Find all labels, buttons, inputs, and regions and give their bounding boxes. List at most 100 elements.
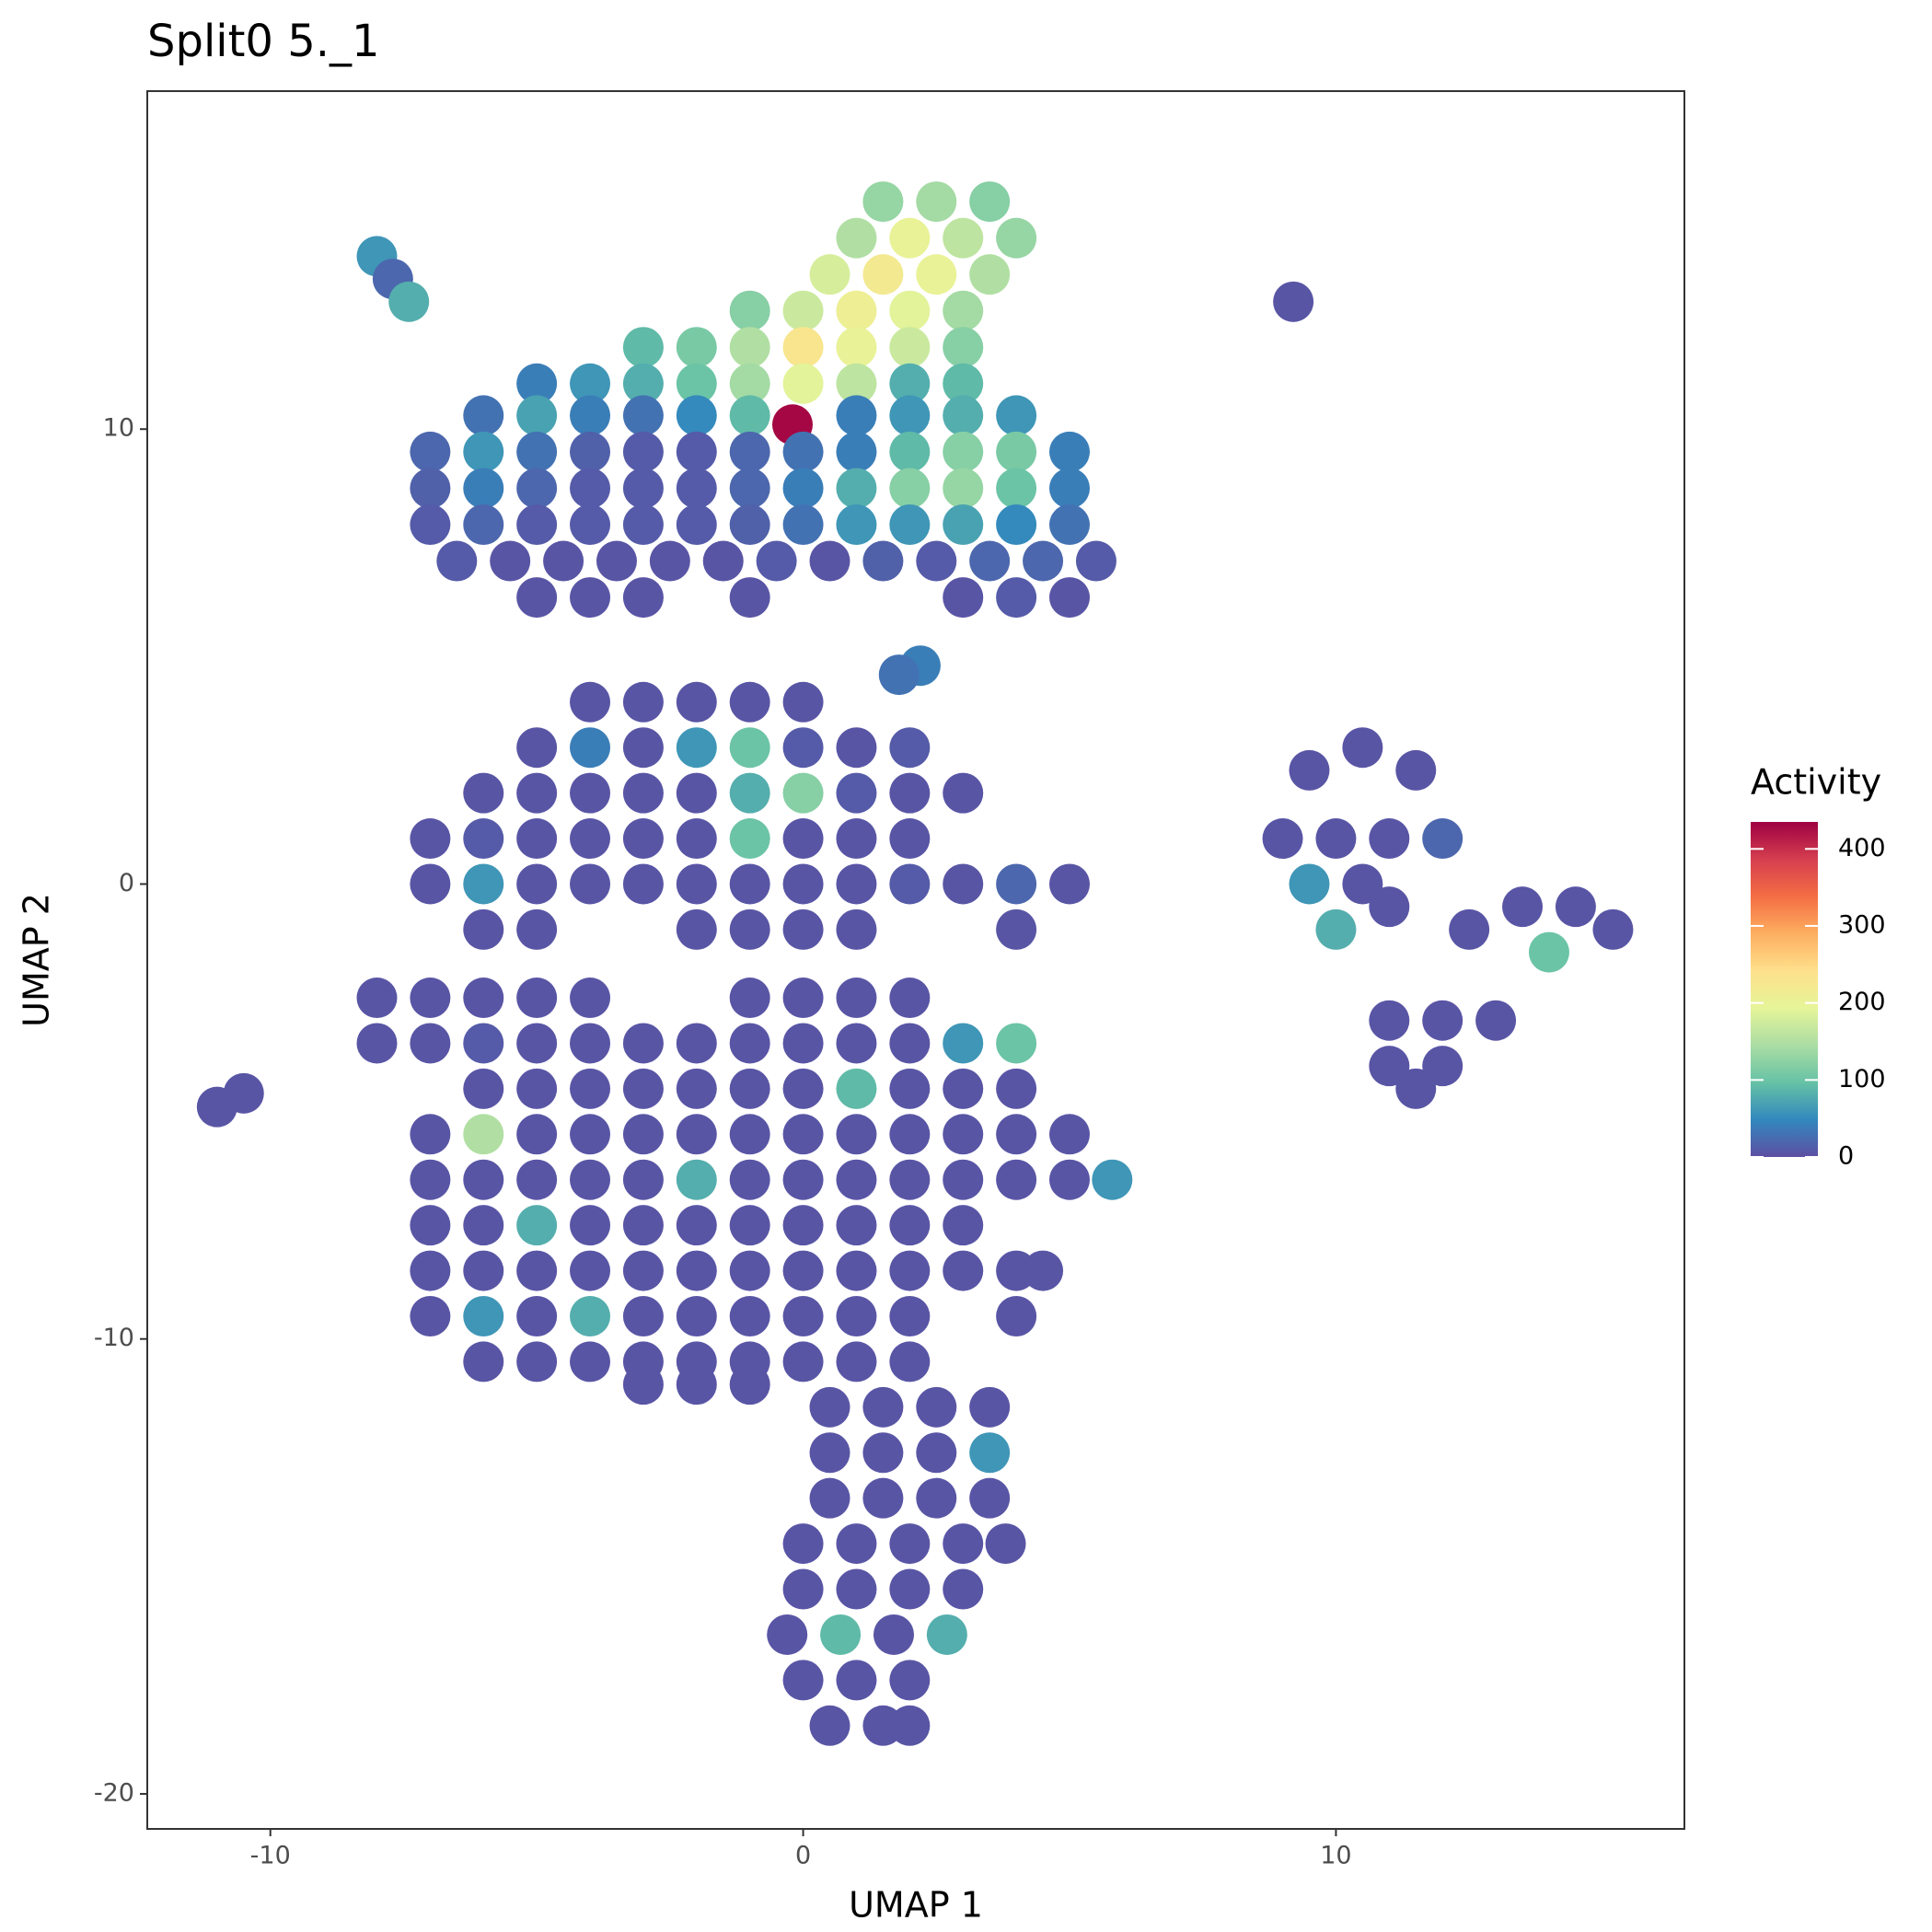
point (676, 1205, 717, 1246)
point (622, 1250, 664, 1291)
point (622, 504, 664, 546)
points (196, 181, 1634, 1746)
point (809, 1705, 850, 1746)
point (809, 1432, 850, 1474)
point (943, 468, 984, 509)
point (782, 908, 824, 950)
point (622, 1068, 664, 1109)
point (729, 1023, 770, 1064)
point (649, 540, 690, 582)
point (463, 1205, 504, 1246)
point (676, 395, 717, 436)
point (996, 468, 1037, 509)
point (943, 772, 984, 814)
point (889, 727, 931, 769)
point (1342, 727, 1383, 769)
point (1369, 886, 1410, 928)
colorbar-tick-label: 0 (1838, 1142, 1854, 1171)
point (862, 254, 904, 295)
point (676, 1114, 717, 1155)
point (463, 1023, 504, 1064)
point (1049, 863, 1090, 905)
point (1475, 1000, 1517, 1041)
point (729, 727, 770, 769)
point (516, 772, 558, 814)
point (516, 978, 558, 1019)
point (943, 1023, 984, 1064)
point (676, 1295, 717, 1336)
point (985, 1523, 1026, 1565)
point (943, 504, 984, 546)
point (1502, 886, 1544, 928)
point (969, 1386, 1011, 1428)
point (836, 978, 877, 1019)
point (809, 254, 850, 295)
point (836, 290, 877, 331)
point (463, 395, 504, 436)
colorbar-tick-label: 200 (1838, 988, 1886, 1016)
point (782, 1523, 824, 1565)
point (223, 1072, 264, 1114)
point (836, 431, 877, 472)
point (676, 504, 717, 546)
point (516, 1295, 558, 1336)
point (1395, 749, 1437, 791)
point (889, 1023, 931, 1064)
point (729, 978, 770, 1019)
point (836, 1159, 877, 1200)
point (943, 1523, 984, 1565)
point (1369, 818, 1410, 860)
point (996, 217, 1037, 259)
point (570, 863, 611, 905)
point (516, 577, 558, 619)
point (836, 772, 877, 814)
point (889, 363, 931, 404)
point (836, 908, 877, 950)
point (916, 1477, 957, 1519)
point (889, 290, 931, 331)
colorbar-tick-label: 400 (1838, 834, 1886, 862)
point (767, 1614, 808, 1655)
point (1049, 431, 1090, 472)
point (836, 818, 877, 860)
point (782, 468, 824, 509)
colorbar-tick-label: 300 (1838, 910, 1886, 939)
point (570, 1068, 611, 1109)
point (943, 395, 984, 436)
point (969, 181, 1011, 223)
point (570, 468, 611, 509)
point (889, 1159, 931, 1200)
point (622, 577, 664, 619)
point (809, 1477, 850, 1519)
point (889, 1114, 931, 1155)
point (836, 468, 877, 509)
point (1422, 1000, 1463, 1041)
point (836, 1023, 877, 1064)
point (676, 1023, 717, 1064)
point (889, 395, 931, 436)
point (1395, 1068, 1437, 1109)
point (622, 772, 664, 814)
point (676, 772, 717, 814)
point (782, 327, 824, 368)
point (943, 1205, 984, 1246)
point (889, 1341, 931, 1382)
point (943, 217, 984, 259)
chart-title: Split0 5._1 (147, 16, 380, 67)
point (809, 1386, 850, 1428)
point (622, 1114, 664, 1155)
point (622, 468, 664, 509)
point (729, 1364, 770, 1406)
point (782, 290, 824, 331)
point (889, 1068, 931, 1109)
point (570, 395, 611, 436)
point (516, 1250, 558, 1291)
point (782, 1114, 824, 1155)
point (410, 468, 451, 509)
point (463, 863, 504, 905)
point (1592, 908, 1634, 950)
point (782, 1341, 824, 1382)
point (676, 863, 717, 905)
